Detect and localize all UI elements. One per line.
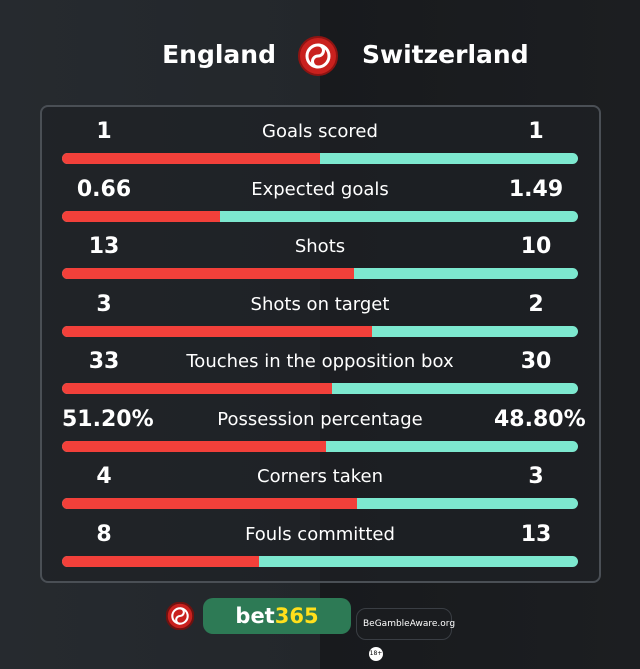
stats-panel: 1 Goals scored 1 0.66 Expected goals 1.4… [40, 105, 601, 583]
stat-label: Shots [294, 236, 346, 257]
stat-row: 4 Corners taken 3 [62, 464, 578, 514]
begambleaware-badge[interactable]: BeGambleAware.org18+ [356, 608, 455, 661]
away-value: 10 [520, 234, 552, 259]
comparison-bar [62, 440, 578, 452]
away-team: Switzerland [362, 40, 529, 69]
home-bar [62, 210, 221, 222]
home-value: 3 [96, 291, 112, 317]
stat-label: Fouls committed [245, 523, 395, 545]
stat-row: 1 Goals scored 1 [62, 119, 578, 169]
away-bar [357, 498, 578, 509]
brand-logo-icon [298, 36, 338, 76]
match-header: England Switzerland [0, 36, 640, 76]
away-value: 48.80% [494, 406, 586, 432]
home-value: 8 [96, 521, 112, 547]
stat-row: 3 Shots on target 2 [62, 292, 578, 342]
away-bar [320, 153, 578, 164]
stat-row: 13 Shots 10 [62, 234, 578, 284]
footer: bet365 BeGambleAware.org18+ [0, 598, 640, 661]
bet365-logo[interactable]: bet365 [203, 598, 351, 634]
age-18-badge: 18+ [369, 646, 383, 661]
comparison-bar [62, 555, 578, 567]
away-value: 30 [520, 349, 552, 374]
stat-row: 33 Touches in the opposition box 30 [62, 349, 578, 399]
home-bar [62, 383, 333, 394]
stat-label: Goals scored [262, 121, 378, 142]
home-bar [62, 498, 357, 509]
away-value: 2 [528, 291, 544, 317]
away-bar [354, 268, 578, 279]
home-bar [62, 555, 259, 567]
away-bar [220, 211, 578, 222]
comparison-bar [62, 325, 578, 337]
stat-label: Possession percentage [217, 408, 423, 430]
brand-logo-icon [166, 602, 194, 630]
stat-label: Corners taken [257, 466, 383, 487]
away-bar [372, 326, 578, 337]
away-value: 1 [528, 119, 544, 144]
stat-label: Touches in the opposition box [186, 351, 454, 372]
away-bar [259, 556, 578, 567]
home-value: 4 [96, 464, 112, 489]
comparison-bar [62, 153, 578, 164]
stat-row: 8 Fouls committed 13 [62, 522, 578, 572]
comparison-bar [62, 498, 578, 509]
away-value: 3 [528, 464, 544, 489]
away-value: 13 [520, 521, 552, 547]
stat-row: 0.66 Expected goals 1.49 [62, 177, 578, 227]
away-bar [326, 441, 578, 452]
stat-row: 51.20% Possession percentage 48.80% [62, 406, 586, 457]
home-value: 33 [88, 349, 120, 374]
home-bar [62, 325, 372, 337]
away-value: 1.49 [508, 176, 564, 202]
home-bar [62, 153, 320, 164]
home-team: England [162, 40, 276, 69]
home-value: 1 [96, 119, 112, 144]
comparison-bar [62, 210, 578, 222]
home-bar [62, 440, 327, 452]
stat-label: Shots on target [250, 293, 390, 315]
home-bar [62, 268, 354, 279]
away-bar [332, 383, 578, 394]
home-value: 13 [88, 234, 120, 259]
home-value: 0.66 [76, 176, 132, 202]
home-value: 51.20% [62, 406, 154, 432]
comparison-bar [62, 268, 578, 279]
comparison-bar [62, 383, 578, 394]
stat-label: Expected goals [251, 178, 389, 200]
